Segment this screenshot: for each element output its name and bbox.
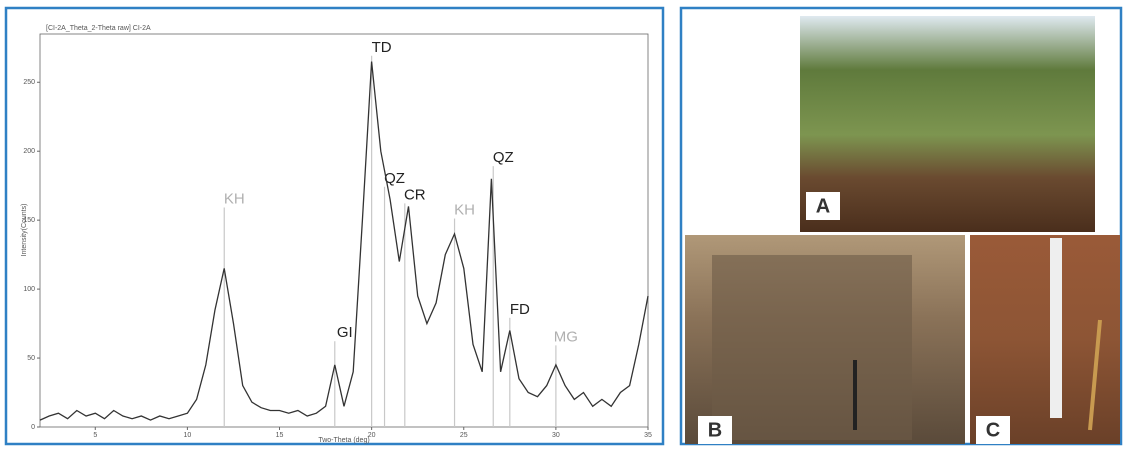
peak-label: MG: [554, 328, 578, 345]
photo-c: [970, 235, 1120, 444]
x-tick-label: 25: [460, 432, 468, 439]
y-tick-label: 150: [23, 217, 35, 224]
x-tick-label: 20: [368, 432, 376, 439]
x-tick-label: 30: [552, 432, 560, 439]
peak-label: KH: [454, 201, 475, 218]
peak-label: TD: [372, 39, 392, 56]
peak-label: FD: [510, 301, 530, 318]
x-axis-label: Two-Theta (deg): [318, 437, 369, 444]
chart-title: [CI-2A_Theta_2-Theta raw] CI-2A: [46, 25, 151, 32]
peak-label: KH: [224, 190, 245, 207]
photo-a: [800, 16, 1095, 232]
peak-label: GI: [337, 324, 353, 341]
pit-b: [712, 255, 912, 440]
xrd-line: [39, 61, 649, 421]
y-tick-label: 0: [31, 424, 35, 431]
y-tick-label: 50: [27, 355, 35, 362]
photo-label: B: [708, 419, 722, 441]
label-box: [976, 416, 1010, 444]
label-box: [806, 192, 840, 220]
plot-frame: [39, 33, 649, 428]
peak-label: QZ: [493, 149, 514, 166]
photo-label: C: [986, 419, 1000, 441]
spade: [1088, 319, 1102, 431]
y-tick-label: 100: [23, 286, 35, 293]
photo-label: A: [816, 195, 830, 217]
peak-label: CR: [404, 186, 426, 203]
y-tick-label: 250: [23, 79, 35, 86]
x-tick-label: 35: [644, 432, 652, 439]
label-box: [698, 416, 732, 444]
y-axis-label: Intensity(Counts): [21, 204, 28, 257]
x-tick-label: 10: [183, 432, 191, 439]
x-tick-label: 15: [276, 432, 284, 439]
y-tick-label: 200: [23, 148, 35, 155]
x-tick-label: 5: [93, 432, 97, 439]
peak-label: QZ: [384, 170, 405, 187]
ruler: [1050, 238, 1062, 418]
